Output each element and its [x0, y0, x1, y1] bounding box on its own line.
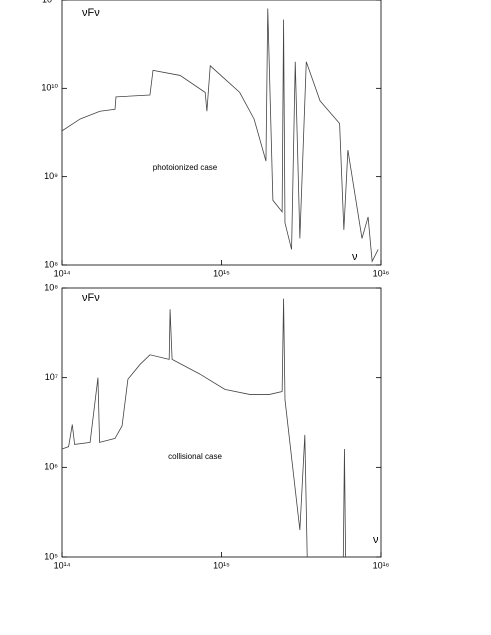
y-tick-label: 10⁸ [44, 259, 58, 269]
annotation: collisional case [168, 452, 222, 461]
plot-frame [61, 287, 382, 558]
x-tick-label: 10¹⁴ [54, 560, 71, 570]
x-tick-label: 10¹⁵ [213, 268, 230, 278]
x-axis-label: ν [352, 251, 358, 263]
x-tick-label: 10¹⁵ [213, 560, 230, 570]
x-tick-label: 10¹⁶ [373, 560, 390, 570]
plot-frame [61, 0, 382, 266]
y-axis-label: νFν [82, 292, 100, 304]
x-axis-label: ν [373, 534, 379, 546]
y-tick-label: 10¹⁰ [41, 83, 58, 93]
y-tick-label: 10¹¹ [42, 0, 58, 4]
spectrum-line [62, 298, 346, 557]
x-tick-label: 10¹⁶ [373, 268, 390, 278]
x-tick-label: 10¹⁴ [54, 268, 71, 278]
y-tick-label: 10⁹ [44, 171, 58, 181]
annotation: photoionized case [153, 163, 218, 172]
y-tick-label: 10⁶ [44, 462, 58, 472]
y-tick-label: 10⁸ [44, 282, 58, 292]
y-axis-label: νFν [82, 7, 100, 19]
spectrum-line [62, 8, 379, 263]
y-tick-label: 10⁷ [45, 372, 58, 382]
y-tick-label: 10⁵ [44, 551, 58, 561]
